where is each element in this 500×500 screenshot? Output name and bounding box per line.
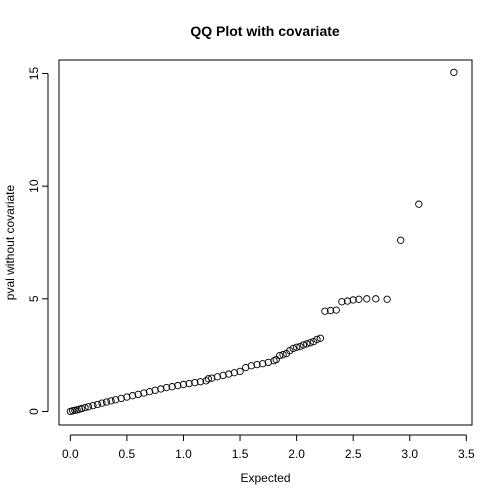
data-point (306, 339, 314, 347)
data-point (128, 392, 137, 400)
data-point (140, 389, 148, 397)
data-point (289, 344, 297, 353)
data-point (145, 388, 154, 396)
data-point (275, 351, 284, 360)
data-point (117, 394, 125, 403)
data-point (230, 369, 239, 377)
data-point (349, 296, 357, 304)
data-point (84, 403, 93, 411)
data-point (111, 396, 120, 404)
y-tick-label: 5 (27, 295, 41, 302)
x-tick-label: 0.0 (62, 447, 79, 461)
data-point (259, 360, 267, 368)
data-point (162, 383, 171, 392)
data-point (363, 295, 371, 303)
data-point (397, 236, 405, 244)
data-point (191, 378, 199, 387)
data-point (372, 295, 380, 303)
data-point (313, 335, 321, 344)
data-point (196, 378, 205, 386)
data-point (321, 307, 329, 315)
y-tick-label: 10 (27, 179, 41, 193)
data-point (316, 334, 325, 342)
data-point (338, 298, 346, 306)
data-point (450, 68, 458, 77)
data-point (77, 404, 86, 413)
y-axis: 0 5 10 15 (27, 67, 49, 415)
data-point (415, 200, 423, 208)
data-point (253, 360, 261, 369)
data-point (303, 340, 311, 348)
data-point (123, 393, 131, 401)
x-tick-label: 3.5 (458, 447, 475, 461)
data-point (355, 295, 363, 303)
data-point (93, 400, 102, 409)
x-axis-label: Expected (240, 471, 290, 485)
x-axis: 0.0 0.5 1.0 1.5 2.0 2.5 3.0 3.5 (62, 434, 475, 461)
data-point (208, 374, 216, 382)
data-points (66, 68, 458, 416)
data-point (383, 295, 391, 303)
x-tick-label: 2.0 (288, 447, 305, 461)
data-point (213, 373, 222, 381)
data-point (107, 397, 115, 405)
data-point (343, 297, 352, 305)
x-tick-label: 1.5 (232, 447, 249, 461)
plot-frame (58, 59, 473, 426)
x-tick-label: 0.5 (119, 447, 136, 461)
y-axis-label: pval without covariate (3, 184, 17, 300)
data-point (157, 385, 165, 393)
data-point (292, 343, 301, 351)
data-point (247, 362, 256, 370)
data-point (168, 383, 176, 391)
data-point (81, 404, 89, 412)
y-tick-label: 0 (27, 408, 41, 415)
x-tick-label: 2.5 (345, 447, 362, 461)
data-point (279, 351, 287, 359)
data-point (134, 390, 142, 399)
y-tick-label: 15 (27, 67, 41, 81)
data-point (332, 306, 340, 314)
data-point (185, 379, 193, 388)
data-point (102, 398, 111, 406)
data-point (151, 386, 159, 394)
data-point (296, 342, 304, 351)
x-tick-label: 1.0 (175, 447, 192, 461)
data-point (179, 380, 188, 389)
data-point (98, 399, 106, 407)
data-point (202, 377, 210, 385)
data-point (236, 367, 244, 376)
x-tick-label: 3.0 (401, 447, 418, 461)
data-point (326, 306, 335, 315)
chart-title: QQ Plot with covariate (190, 23, 340, 39)
data-point (204, 375, 213, 383)
data-point (299, 341, 308, 349)
data-point (225, 370, 233, 378)
data-point (174, 381, 182, 390)
data-point (219, 371, 227, 380)
data-point (89, 401, 97, 410)
